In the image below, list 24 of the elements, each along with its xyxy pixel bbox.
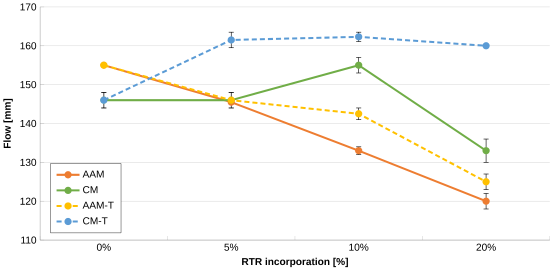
y-tick-label: 110: [21, 236, 36, 244]
x-tick-label: 20%: [476, 243, 496, 251]
y-axis-title: Flow [mm]: [3, 98, 13, 148]
y-tick-label: 120: [20, 197, 36, 205]
legend-label: CM-T: [83, 217, 108, 224]
point: [355, 110, 362, 118]
legend-label: AAM: [82, 170, 104, 178]
x-tick-label: 0%: [96, 243, 111, 251]
point: [228, 36, 235, 44]
legend-label: AAM-T: [82, 201, 114, 208]
point: [482, 197, 490, 205]
y-tick-label: 140: [20, 120, 36, 127]
x-tick-label: 10%: [349, 243, 368, 251]
point: [482, 178, 490, 186]
y-tick-label: 150: [20, 80, 36, 88]
point: [482, 146, 490, 154]
y-tick-label: 160: [20, 42, 36, 50]
point: [355, 61, 362, 69]
x-axis-title: RTR incorporation [%]: [242, 257, 348, 267]
x-tick-label: 5%: [224, 243, 238, 250]
point: [482, 42, 490, 50]
y-tick-label: 170: [20, 3, 36, 10]
y-tick-label: 130: [20, 158, 36, 166]
legend-label: CM: [83, 186, 98, 194]
